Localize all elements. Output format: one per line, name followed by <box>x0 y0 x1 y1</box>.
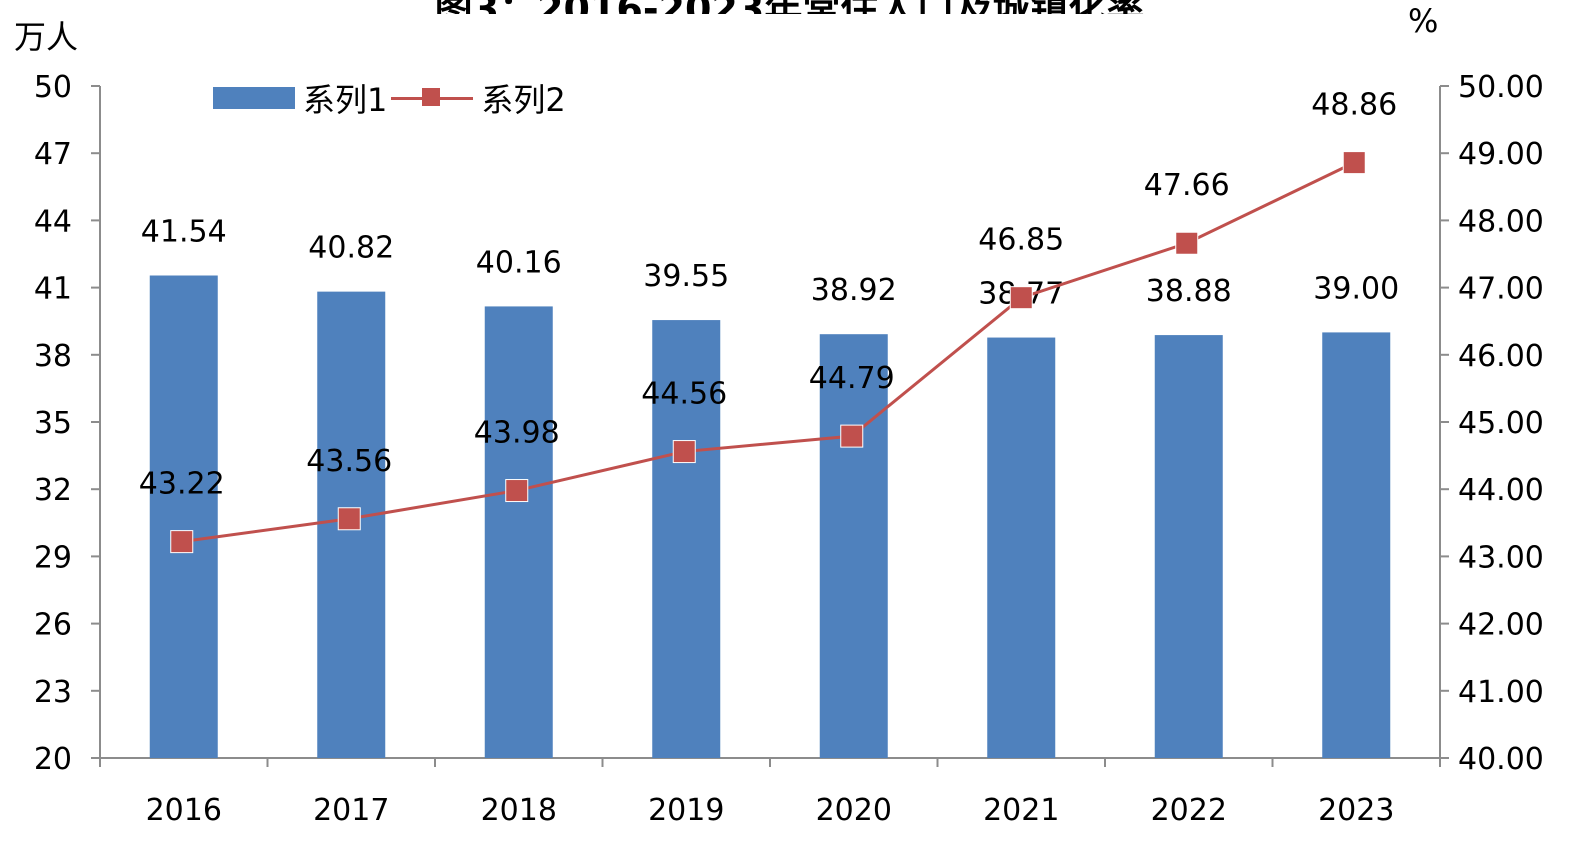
x-axis-tick-label: 2018 <box>481 793 557 828</box>
line-marker-2016 <box>170 530 194 554</box>
left-axis-tick-label: 32 <box>34 473 72 508</box>
bar-2021 <box>987 337 1056 758</box>
x-axis-tick-label: 2022 <box>1151 793 1227 828</box>
left-axis-tick-label: 47 <box>34 137 72 172</box>
left-axis-unit: 万人 <box>14 18 79 56</box>
line-data-label: 44.56 <box>641 377 727 412</box>
line-marker-2020 <box>840 424 864 448</box>
right-axis-tick-label: 44.00 <box>1458 473 1544 508</box>
right-axis-tick-label: 46.00 <box>1458 339 1544 374</box>
right-axis-tick-label: 48.00 <box>1458 204 1544 239</box>
left-axis-tick-label: 29 <box>34 540 72 575</box>
line-marker-2021 <box>1009 286 1033 310</box>
line-data-label: 47.66 <box>1144 168 1230 203</box>
right-axis-tick-label: 43.00 <box>1458 540 1544 575</box>
right-axis-tick-label: 47.00 <box>1458 272 1544 307</box>
legend-swatch-series-1 <box>213 87 295 109</box>
line-marker-2017 <box>337 507 361 531</box>
left-axis-tick-label: 26 <box>34 608 72 643</box>
right-axis-tick-label: 50.00 <box>1458 70 1544 105</box>
line-data-label: 43.22 <box>139 467 225 502</box>
legend-label-series-1: 系列1 <box>303 81 388 119</box>
line-data-label: 43.98 <box>474 416 560 451</box>
bar-data-label: 38.88 <box>1146 274 1232 309</box>
legend: 系列1 系列2 <box>213 76 570 120</box>
right-axis-tick-label: 40.00 <box>1458 742 1544 777</box>
line-data-label: 46.85 <box>978 223 1064 258</box>
right-axis-tick-label: 49.00 <box>1458 137 1544 172</box>
left-axis-tick-label: 50 <box>34 70 72 105</box>
line-data-label: 44.79 <box>809 361 895 396</box>
bar-2020 <box>819 334 888 758</box>
bar-2018 <box>484 306 553 758</box>
chart-title-clip: 图3：2016-2023年常住人口及城镇化率 <box>0 0 1579 14</box>
left-axis-tick-label: 35 <box>34 406 72 441</box>
line-marker-2022 <box>1175 231 1199 255</box>
chart-title: 图3：2016-2023年常住人口及城镇化率 <box>0 0 1579 14</box>
right-axis-unit: % <box>1408 2 1439 40</box>
legend-swatch-series-2 <box>391 87 474 109</box>
line-marker-2018 <box>505 479 529 503</box>
left-axis-tick-label: 38 <box>34 339 72 374</box>
bar-2019 <box>652 320 721 758</box>
line-marker-2023 <box>1342 151 1366 175</box>
bar-2022 <box>1154 335 1223 758</box>
line-series-2 <box>181 161 1355 544</box>
x-axis-tick-label: 2016 <box>146 793 222 828</box>
left-axis-tick-label: 23 <box>34 675 72 710</box>
bar-2016 <box>149 275 218 758</box>
bar-data-label: 40.16 <box>476 245 562 280</box>
x-axis-tick-label: 2023 <box>1318 793 1394 828</box>
left-axis-tick-label: 20 <box>34 742 72 777</box>
bar-2023 <box>1322 332 1391 758</box>
bar-data-label: 40.82 <box>308 231 394 266</box>
right-axis-tick-label: 45.00 <box>1458 406 1544 441</box>
x-axis-tick-label: 2019 <box>648 793 724 828</box>
x-axis-tick-label: 2021 <box>983 793 1059 828</box>
bar-data-label: 38.92 <box>811 273 897 308</box>
line-marker-2019 <box>672 440 696 464</box>
right-axis-tick-label: 41.00 <box>1458 675 1544 710</box>
left-axis-tick-label: 41 <box>34 272 72 307</box>
line-data-label: 43.56 <box>306 444 392 479</box>
bar-data-label: 41.54 <box>141 215 227 250</box>
line-data-label: 48.86 <box>1311 88 1397 123</box>
bar-data-label: 39.55 <box>643 259 729 294</box>
x-axis-tick-label: 2017 <box>313 793 389 828</box>
legend-label-series-2: 系列2 <box>481 81 566 119</box>
left-axis-tick-label: 44 <box>34 204 72 239</box>
right-axis-tick-label: 42.00 <box>1458 608 1544 643</box>
x-axis-tick-label: 2020 <box>816 793 892 828</box>
bar-data-label: 39.00 <box>1313 271 1399 306</box>
